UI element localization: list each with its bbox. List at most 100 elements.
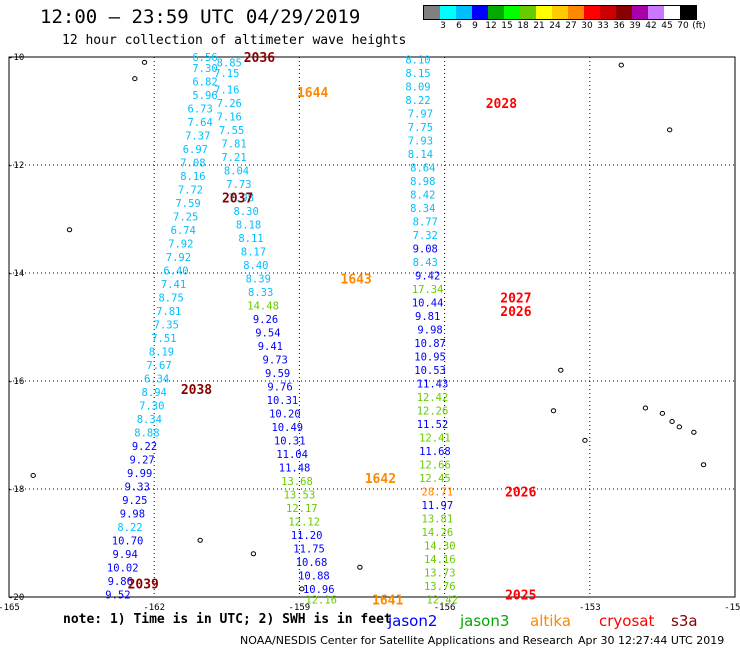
pass-time-label: 1644 xyxy=(297,86,328,101)
pass-time-label: 1643 xyxy=(341,272,372,287)
wave-height-value: 8.09 xyxy=(405,82,430,94)
wave-height-value: 12.45 xyxy=(419,473,451,485)
wave-height-value: 10.87 xyxy=(414,338,446,350)
wave-height-value: 9.98 xyxy=(120,508,145,520)
island-coastline xyxy=(700,462,707,468)
wave-height-value: 7.08 xyxy=(180,157,205,169)
wave-height-value: 9.59 xyxy=(265,368,290,380)
wave-height-value: 7.16 xyxy=(217,111,242,123)
wave-height-value: 8.77 xyxy=(413,217,438,229)
island-coastline xyxy=(550,408,557,414)
color-scale-swatch xyxy=(456,6,472,19)
color-scale-label: 15 xyxy=(501,21,513,31)
wave-height-value: 12.26 xyxy=(417,406,449,418)
island-coastline xyxy=(642,405,649,411)
wave-height-value: 7.81 xyxy=(221,138,246,150)
wave-height-value: 9.26 xyxy=(253,314,278,326)
color-scale-label: 21 xyxy=(533,21,545,31)
wave-height-value: 8.40 xyxy=(243,260,268,272)
wave-height-value: 8.33 xyxy=(248,287,273,299)
footer-credit: NOAA/NESDIS Center for Satellite Applica… xyxy=(240,634,574,647)
wave-height-value: 7.37 xyxy=(185,130,210,142)
wave-height-value: 7.25 xyxy=(173,211,198,223)
wave-height-value: 8.16 xyxy=(180,171,205,183)
wave-height-value: 7.81 xyxy=(156,306,181,318)
legend-cryosat-label: cryosat xyxy=(599,612,655,630)
pass-time-label: 1642 xyxy=(365,472,396,487)
pass-time-label: 2036 xyxy=(244,51,275,66)
wave-height-value: 10.31 xyxy=(274,435,306,447)
wave-height-value: 13.81 xyxy=(422,514,454,526)
wave-height-value: 7.30 xyxy=(139,400,164,412)
color-scale-label: 36 xyxy=(613,21,625,31)
map-title: 12:00 – 23:59 UTC 04/29/2019 xyxy=(40,6,361,28)
lat-tick-label: -14 xyxy=(8,269,24,279)
wave-height-value: 12.16 xyxy=(305,595,337,607)
color-scale-label: 42 xyxy=(645,21,657,31)
wave-height-value: 9.99 xyxy=(127,468,152,480)
island-coastline xyxy=(250,551,257,557)
wave-height-value: 14.26 xyxy=(422,527,454,539)
color-scale-label: (ft) xyxy=(692,21,706,31)
lon-tick-label: -165 xyxy=(0,603,20,613)
wave-height-value: 10.31 xyxy=(267,395,299,407)
color-scale-label: 30 xyxy=(581,21,593,31)
wave-height-value: 11.04 xyxy=(276,449,308,461)
legend-jason3: jason3 xyxy=(460,612,509,630)
color-scale-swatch xyxy=(520,6,536,19)
legend-s3a-label: s3a xyxy=(671,612,698,630)
island-coastline xyxy=(666,127,673,133)
color-scale-label: 24 xyxy=(549,21,561,31)
wave-height-value: 13.68 xyxy=(281,476,313,488)
wave-height-value: 7.97 xyxy=(408,109,433,121)
wave-height-value: 8.10 xyxy=(405,55,430,67)
pass-time-label: 2028 xyxy=(486,97,517,112)
wave-height-value: 6.56 xyxy=(192,52,217,64)
wave-height-value: 14.30 xyxy=(424,541,456,553)
wave-height-value: 10.02 xyxy=(107,562,139,574)
color-scale-bar xyxy=(423,5,697,20)
color-scale-swatch xyxy=(440,6,456,19)
wave-height-value: 8.34 xyxy=(410,203,435,215)
map-subtitle: 12 hour collection of altimeter wave hei… xyxy=(62,33,407,48)
island-coastline xyxy=(299,586,305,592)
wave-height-value: 7.59 xyxy=(175,198,200,210)
wave-height-value: 8.04 xyxy=(224,165,249,177)
wave-height-value: 9.42 xyxy=(415,271,440,283)
pass-time-label: 2039 xyxy=(128,578,159,593)
wave-height-value: 6.74 xyxy=(171,225,196,237)
wave-height-value: 17.34 xyxy=(412,284,444,296)
wave-height-value: 11.52 xyxy=(417,419,449,431)
wave-height-value: 9.98 xyxy=(417,325,442,337)
wave-height-value: 8.34 xyxy=(137,414,162,426)
color-scale-swatch xyxy=(552,6,568,19)
lon-tick-label: -156 xyxy=(434,603,456,613)
pass-time-label: 1641 xyxy=(372,594,403,609)
wave-height-value: 8.85 xyxy=(217,57,242,69)
wave-height-value: 7.15 xyxy=(214,68,239,80)
legend-jason3-label: jason3 xyxy=(460,612,510,630)
wave-height-value: 12.42 xyxy=(426,595,458,607)
island-coastline xyxy=(618,62,624,68)
lat-tick-label: -16 xyxy=(8,377,24,387)
wave-height-value: 6.97 xyxy=(183,144,208,156)
wave-height-value: 9.54 xyxy=(255,327,280,339)
legend-s3a: s3a xyxy=(671,612,698,630)
wave-height-value: 10.68 xyxy=(296,557,328,569)
island-coastline xyxy=(197,537,203,543)
lat-tick-label: -18 xyxy=(8,485,24,495)
wave-height-value: 6.82 xyxy=(192,76,217,88)
color-scale-swatch xyxy=(584,6,600,19)
wave-height-value: 7.92 xyxy=(168,238,193,250)
legend-altika: altika xyxy=(530,612,571,630)
color-scale-swatch xyxy=(504,6,520,19)
island-coastline xyxy=(676,424,683,430)
wave-height-value: 9.25 xyxy=(122,495,147,507)
wave-height-value: 8.75 xyxy=(158,292,183,304)
color-scale-label: 33 xyxy=(597,21,609,31)
lat-tick-label: -10 xyxy=(8,53,24,63)
lat-tick-label: -12 xyxy=(8,161,24,171)
island-coastline xyxy=(66,227,73,233)
